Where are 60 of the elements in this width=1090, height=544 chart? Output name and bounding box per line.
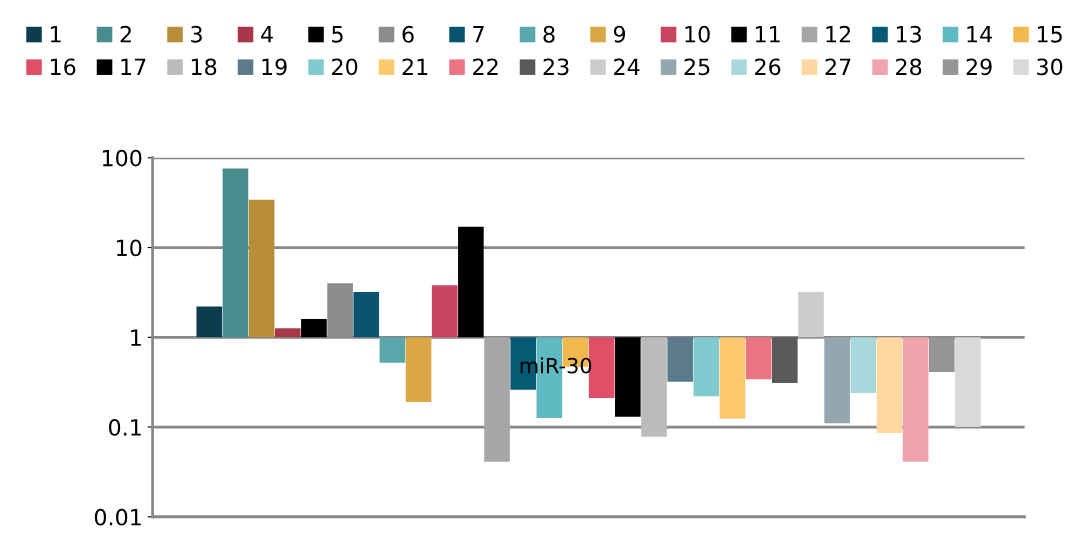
legend-label: 25	[684, 58, 710, 76]
legend-label: 27	[825, 58, 851, 75]
legend-label: 13	[896, 25, 921, 43]
bar	[928, 337, 955, 373]
legend-label: 4	[261, 26, 273, 43]
legend-label: 5	[332, 26, 343, 43]
bar	[771, 337, 798, 383]
bar	[484, 337, 510, 462]
bar	[222, 168, 249, 338]
bar	[405, 337, 432, 403]
bar	[719, 337, 746, 419]
bar	[876, 337, 903, 433]
legend-label: 30	[1037, 58, 1063, 76]
legend-label: 14	[967, 26, 992, 43]
bar	[615, 337, 641, 417]
legend-label: 1	[50, 26, 61, 43]
legend-label: 17	[121, 58, 146, 75]
legend-label: 20	[332, 58, 358, 76]
legend-label: 8	[543, 25, 555, 43]
legend-label: 3	[191, 25, 202, 43]
bar	[379, 337, 406, 363]
bar	[955, 337, 981, 428]
bar	[353, 291, 380, 338]
y-tick-label: 100	[102, 149, 142, 167]
bar	[798, 291, 824, 338]
legend-label: 23	[543, 58, 569, 76]
legend-label: 15	[1037, 26, 1062, 43]
bar	[745, 337, 772, 380]
y-tick-label: 0.01	[94, 508, 141, 526]
legend-label: 10	[685, 25, 710, 43]
bar	[824, 337, 850, 424]
legend-label: 28	[896, 58, 922, 76]
legend-label: 29	[966, 58, 992, 76]
bar	[850, 337, 877, 393]
bar	[431, 285, 458, 338]
bar	[641, 337, 667, 437]
bar	[693, 337, 720, 397]
legend-label: 6	[402, 25, 414, 43]
legend-label: 19	[262, 58, 287, 76]
legend-label: 16	[50, 58, 76, 76]
y-tick-label: 10	[117, 239, 142, 257]
bar	[301, 318, 327, 338]
legend-label: 22	[473, 58, 498, 75]
bar	[902, 337, 929, 462]
legend-label: 18	[191, 58, 217, 76]
legend-label: 24	[614, 58, 640, 75]
bar	[196, 306, 223, 338]
bar	[248, 199, 275, 338]
y-tick-label: 0.1	[109, 418, 141, 436]
legend-label: 26	[755, 58, 781, 76]
bar	[274, 328, 301, 338]
legend-label: 21	[402, 58, 428, 75]
bar	[458, 226, 484, 338]
bar	[667, 337, 693, 382]
legend-label: 2	[120, 25, 131, 43]
legend-label: 9	[613, 25, 626, 43]
y-tick-label: 1	[131, 329, 141, 346]
legend-label: 11	[755, 26, 780, 43]
legend-label: 12	[826, 25, 851, 43]
legend-label: 7	[473, 26, 484, 43]
